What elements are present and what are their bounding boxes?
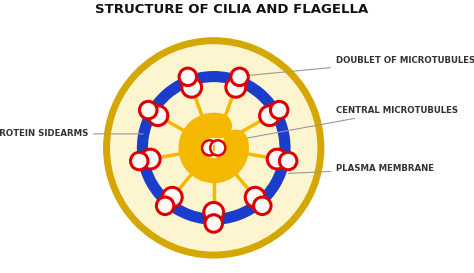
- Circle shape: [182, 78, 201, 97]
- Circle shape: [140, 149, 160, 169]
- Text: CENTRAL MICROTUBULES: CENTRAL MICROTUBULES: [228, 106, 458, 142]
- Circle shape: [226, 78, 246, 97]
- Circle shape: [210, 140, 225, 155]
- Circle shape: [267, 149, 287, 169]
- Circle shape: [271, 101, 288, 119]
- Circle shape: [260, 106, 280, 126]
- Circle shape: [245, 187, 265, 207]
- Circle shape: [130, 152, 148, 170]
- Circle shape: [156, 197, 174, 215]
- Text: PROTEIN SIDEARMS: PROTEIN SIDEARMS: [0, 129, 143, 138]
- Circle shape: [231, 68, 248, 86]
- Circle shape: [107, 41, 321, 255]
- Title: STRUCTURE OF CILIA AND FLAGELLA: STRUCTURE OF CILIA AND FLAGELLA: [95, 3, 368, 16]
- Text: DOUBLET OF MICROTUBULES: DOUBLET OF MICROTUBULES: [249, 56, 474, 75]
- Circle shape: [254, 197, 271, 215]
- Circle shape: [204, 203, 224, 222]
- Circle shape: [148, 106, 168, 126]
- Circle shape: [163, 187, 182, 207]
- Circle shape: [202, 140, 217, 155]
- Circle shape: [139, 101, 157, 119]
- Circle shape: [179, 68, 197, 86]
- Text: PLASMA MEMBRANE: PLASMA MEMBRANE: [289, 164, 434, 173]
- Circle shape: [205, 215, 222, 232]
- Circle shape: [279, 152, 297, 170]
